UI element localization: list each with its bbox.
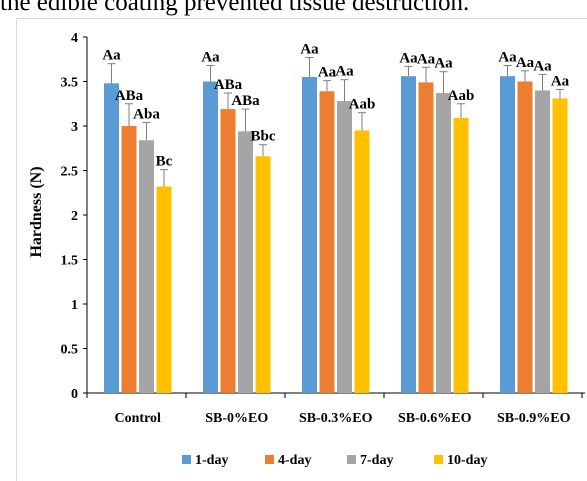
data-label: Aa: [399, 50, 418, 66]
bar: [500, 76, 515, 393]
data-label: Aa: [201, 49, 220, 65]
data-label: Aba: [133, 106, 160, 122]
data-label: Bbc: [250, 129, 275, 145]
data-label: Aa: [318, 65, 337, 81]
bar: [517, 81, 533, 393]
bar: [337, 101, 352, 393]
bar: [401, 76, 416, 393]
y-tick-label: 2.5: [61, 165, 79, 180]
data-label: Aab: [349, 97, 376, 113]
data-label: Aa: [434, 56, 453, 72]
bar: [203, 81, 218, 393]
y-tick-label: 4: [71, 31, 78, 46]
data-label: ABa: [115, 88, 144, 104]
y-axis-label: Hardness (N): [28, 166, 45, 257]
data-label: Aa: [102, 48, 121, 64]
bar: [418, 82, 434, 393]
data-label: Aa: [300, 41, 319, 57]
y-tick-label: 3.5: [61, 76, 79, 91]
bar: [139, 140, 154, 393]
legend-label: 10-day: [447, 453, 487, 468]
bar: [156, 186, 172, 393]
data-label: Bc: [156, 154, 173, 170]
legend-swatch: [182, 455, 191, 464]
bar: [552, 98, 568, 393]
page-text-fragment: the edible coating prevented tissue dest…: [0, 0, 470, 16]
bar: [453, 117, 469, 394]
data-label: Aa: [417, 51, 436, 67]
bar: [238, 131, 253, 393]
data-label: Aa: [551, 74, 570, 90]
y-tick-label: 0: [71, 387, 78, 402]
bar: [302, 77, 317, 394]
legend-swatch: [434, 455, 443, 464]
x-tick-label: Control: [115, 411, 162, 426]
legend-label: 1-day: [195, 453, 228, 468]
x-tick-label: SB-0.3%EO: [299, 411, 373, 426]
bar: [220, 109, 236, 393]
x-tick-label: SB-0%EO: [205, 411, 268, 426]
x-tick-label: SB-0.6%EO: [398, 411, 472, 426]
y-tick-label: 1.5: [61, 254, 79, 269]
bar: [104, 83, 119, 393]
y-tick-label: 0.5: [61, 343, 79, 358]
bar: [436, 93, 451, 393]
data-label: ABa: [231, 93, 260, 109]
data-label: Aa: [335, 64, 354, 80]
data-label: Aa: [533, 58, 552, 74]
bar: [535, 90, 550, 394]
legend-swatch: [265, 455, 274, 464]
data-label: Aa: [498, 49, 517, 65]
legend-swatch: [347, 455, 356, 464]
x-tick-label: SB-0.9%EO: [497, 411, 571, 426]
y-tick-label: 1: [71, 298, 78, 313]
y-tick-label: 3: [71, 120, 78, 135]
data-label: Aab: [448, 88, 475, 104]
bar: [354, 130, 370, 393]
bar: [121, 126, 137, 393]
bar: [319, 91, 335, 393]
data-label: Aa: [516, 55, 535, 71]
data-label: ABa: [214, 77, 243, 93]
bar: [255, 156, 271, 393]
chart-frame: [16, 18, 587, 481]
y-tick-label: 2: [71, 209, 78, 224]
legend-label: 4-day: [278, 453, 311, 468]
legend-label: 7-day: [360, 453, 393, 468]
